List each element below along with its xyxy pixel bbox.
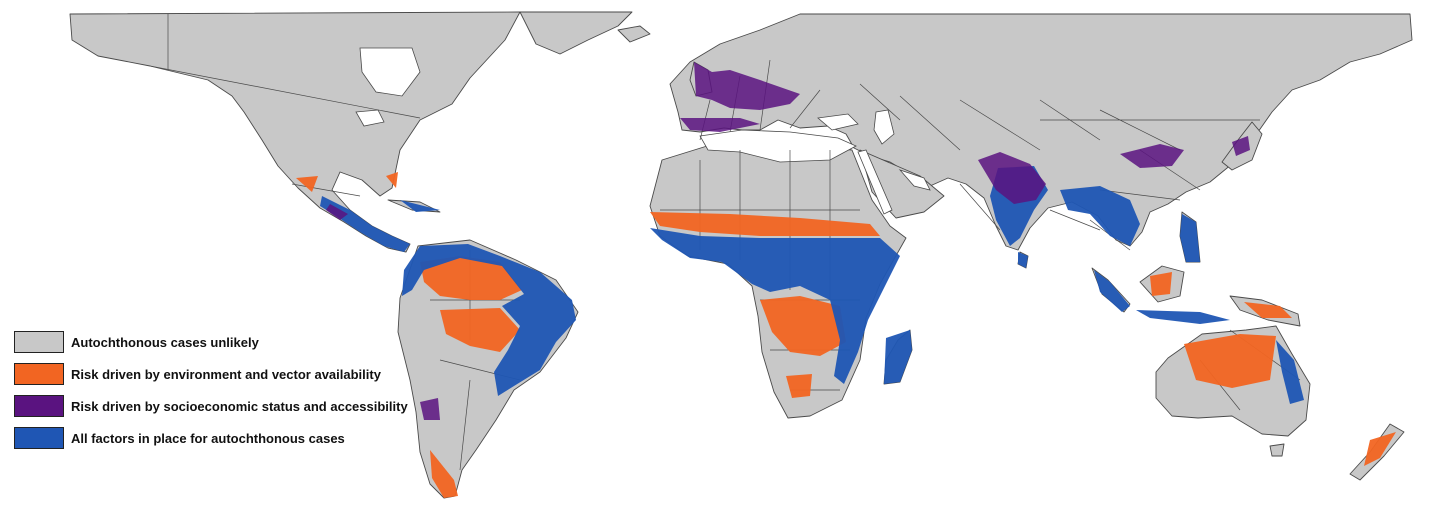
legend-label-all-factors: All factors in place for autochthonous c… xyxy=(71,430,345,446)
black-sea xyxy=(817,113,859,131)
legend-item-all-factors: All factors in place for autochthonous c… xyxy=(14,426,408,450)
mediterranean-sea xyxy=(699,129,857,163)
legend-item-unlikely: Autochthonous cases unlikely xyxy=(14,330,408,354)
legend-swatch-unlikely xyxy=(14,331,64,353)
environment-risk-zones xyxy=(296,172,1396,498)
north-america-landmass xyxy=(69,11,521,253)
iceland-landmass xyxy=(617,25,651,43)
tasmania-landmass xyxy=(1269,443,1285,457)
great-lakes xyxy=(355,109,385,127)
legend-label-socioeconomic: Risk driven by socioeconomic status and … xyxy=(71,398,408,414)
map-legend: Autochthonous cases unlikely Risk driven… xyxy=(14,330,408,450)
all-factors-zones xyxy=(320,166,1304,404)
legend-label-environment: Risk driven by environment and vector av… xyxy=(71,366,381,382)
legend-item-socioeconomic: Risk driven by socioeconomic status and … xyxy=(14,394,408,418)
caspian-sea xyxy=(873,109,895,145)
socioeconomic-risk-zones xyxy=(326,62,1250,420)
legend-item-environment: Risk driven by environment and vector av… xyxy=(14,362,408,386)
legend-swatch-all-factors xyxy=(14,427,64,449)
legend-swatch-environment xyxy=(14,363,64,385)
legend-label-unlikely: Autochthonous cases unlikely xyxy=(71,334,259,350)
legend-swatch-socioeconomic xyxy=(14,395,64,417)
inland-water xyxy=(355,47,931,215)
eurasia-landmass xyxy=(669,13,1413,251)
persian-gulf xyxy=(898,169,931,191)
hudson-bay xyxy=(359,47,421,97)
greenland-landmass xyxy=(519,11,633,55)
red-sea xyxy=(857,149,893,215)
